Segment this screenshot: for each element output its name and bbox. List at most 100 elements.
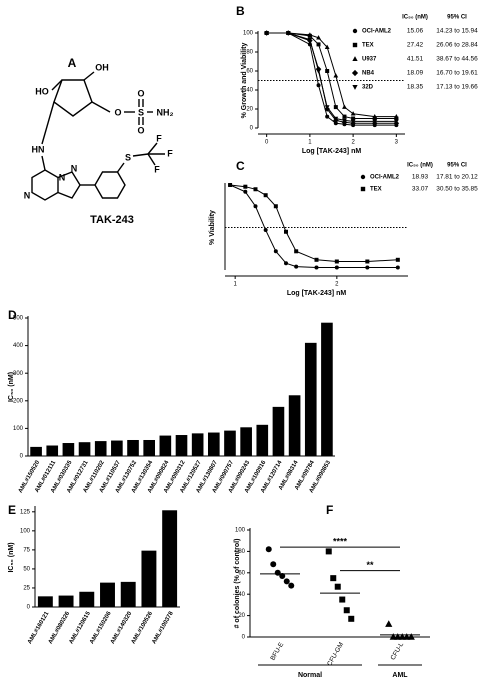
- atom-label: N: [59, 172, 66, 182]
- y-tick-label: 20: [246, 107, 253, 113]
- bond: [53, 79, 93, 117]
- x-tick-label: CFU-GM: [326, 641, 345, 667]
- data-point: [316, 69, 321, 74]
- bar: [30, 446, 42, 456]
- y-tick-label: 0: [27, 605, 31, 611]
- atom-label: F: [154, 164, 160, 174]
- data-point: [307, 32, 313, 37]
- data-point: [407, 633, 415, 640]
- legend-marker: [352, 85, 358, 90]
- data-point: [324, 44, 330, 50]
- data-point: [253, 204, 258, 209]
- y-tick-label: 60: [246, 69, 253, 75]
- data-point: [324, 105, 330, 110]
- data-point: [393, 114, 399, 119]
- table-value: 27.42: [407, 42, 424, 49]
- x-axis-label: Log [TAK-243] nM: [302, 148, 362, 155]
- table-value: 33.07: [412, 186, 429, 193]
- data-point: [351, 116, 356, 121]
- bond: [31, 169, 59, 201]
- legend-label: TEX: [370, 187, 382, 193]
- data-point: [316, 83, 321, 88]
- bar: [191, 433, 204, 456]
- y-tick-label: 0: [20, 454, 24, 460]
- data-point: [394, 633, 402, 640]
- y-axis-label: % Growth and Viability: [241, 43, 248, 119]
- bond: [91, 101, 111, 113]
- bar: [256, 424, 269, 456]
- atom-label: O: [137, 125, 144, 135]
- y-axis-label: # of colonies (% of control): [234, 539, 241, 629]
- data-point: [348, 615, 355, 622]
- bar: [94, 441, 107, 456]
- data-point: [264, 31, 270, 36]
- bar: [78, 442, 91, 456]
- panel-label: B: [236, 4, 245, 18]
- y-tick-label: 75: [23, 547, 30, 553]
- y-tick-label: 40: [246, 88, 253, 94]
- bond: [41, 101, 55, 145]
- data-point: [263, 193, 268, 198]
- data-point: [333, 73, 339, 78]
- significance-label: ****: [333, 536, 348, 546]
- data-point: [243, 184, 248, 189]
- data-point: [273, 204, 278, 209]
- panel-label: D: [8, 308, 17, 322]
- legend-label: OCI-AML2: [362, 29, 392, 35]
- significance-label: **: [366, 560, 374, 570]
- table-value: 17.13 to 19.66: [436, 84, 478, 91]
- data-point: [403, 633, 411, 640]
- atom-label: O: [114, 107, 121, 117]
- y-tick-label: 100: [20, 528, 31, 534]
- data-point: [307, 37, 313, 43]
- data-point: [365, 265, 370, 270]
- data-point: [314, 257, 319, 262]
- legend-marker: [351, 69, 359, 77]
- bar: [224, 430, 236, 456]
- bar: [240, 427, 252, 456]
- data-point: [343, 607, 350, 614]
- atom-label: F: [167, 148, 173, 158]
- data-point: [393, 119, 399, 124]
- compound-name: TAK-243: [90, 214, 134, 226]
- x-tick-label: AML#150206: [89, 610, 113, 645]
- x-tick-label: 2: [335, 282, 339, 288]
- data-point: [350, 111, 356, 116]
- data-point: [316, 42, 321, 47]
- y-tick-label: 200: [13, 398, 24, 404]
- bar: [58, 595, 74, 607]
- data-point: [395, 257, 400, 262]
- bar: [162, 510, 178, 607]
- series-line: [229, 184, 398, 268]
- y-tick-label: 100: [235, 528, 246, 534]
- y-tick-label: 0: [242, 635, 246, 641]
- data-point: [330, 575, 337, 582]
- data-point: [342, 118, 347, 123]
- data-point: [316, 35, 321, 40]
- y-tick-label: 0: [250, 126, 254, 132]
- panel-label: A: [68, 56, 77, 70]
- legend-marker: [352, 28, 358, 34]
- data-point: [365, 259, 370, 264]
- y-tick-label: 25: [23, 586, 30, 592]
- atom-label: S: [138, 107, 144, 117]
- data-point: [333, 105, 338, 110]
- bar: [141, 550, 157, 607]
- series-line: [230, 184, 398, 262]
- bar: [272, 406, 285, 456]
- bar: [62, 443, 75, 456]
- y-tick-label: 40: [238, 592, 245, 598]
- data-point: [325, 69, 330, 73]
- atom-label: S: [125, 152, 131, 162]
- data-point: [314, 265, 319, 270]
- table-value: 38.67 to 44.56: [436, 56, 478, 63]
- legend-marker: [352, 42, 358, 48]
- data-point: [350, 119, 356, 124]
- x-tick-label: AML#080326: [48, 610, 72, 645]
- table-value: 18.35: [407, 84, 424, 91]
- series-line: [266, 32, 397, 118]
- x-tick-label: BFU-E: [269, 641, 285, 662]
- series-line: [266, 32, 397, 126]
- data-point: [342, 104, 347, 109]
- table-value: 18.93: [412, 174, 429, 181]
